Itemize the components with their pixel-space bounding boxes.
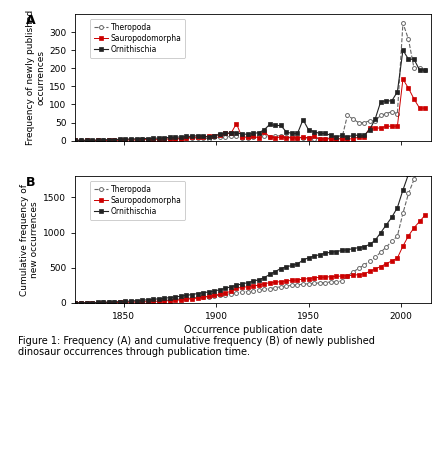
Theropoda	[250, 134, 256, 140]
Ornithischia	[267, 272, 272, 277]
Line: Sauropodomorpha: Sauropodomorpha	[74, 77, 427, 143]
Theropoda	[300, 135, 305, 141]
Text: Figure 1: Frequency (A) and cumulative frequency (B) of newly published
dinosaur: Figure 1: Frequency (A) and cumulative f…	[18, 336, 375, 357]
Ornithischia	[400, 48, 405, 53]
Legend: Theropoda, Sauropodomorpha, Ornithischia: Theropoda, Sauropodomorpha, Ornithischia	[90, 19, 185, 57]
Text: A: A	[26, 14, 36, 27]
Ornithischia	[117, 299, 123, 304]
Sauropodomorpha	[250, 134, 256, 139]
Ornithischia	[117, 137, 123, 142]
Ornithischia	[217, 131, 222, 137]
Theropoda	[73, 300, 78, 306]
Sauropodomorpha	[73, 300, 78, 306]
Sauropodomorpha	[306, 135, 311, 141]
Text: B: B	[26, 176, 35, 189]
Line: Sauropodomorpha: Sauropodomorpha	[74, 213, 427, 305]
Theropoda	[89, 138, 95, 144]
Ornithischia	[73, 300, 78, 306]
Theropoda	[273, 133, 278, 138]
Theropoda	[422, 149, 428, 154]
Theropoda	[123, 137, 128, 143]
Ornithischia	[245, 131, 250, 137]
Ornithischia	[300, 257, 305, 263]
Line: Ornithischia: Ornithischia	[74, 129, 427, 305]
Ornithischia	[267, 122, 272, 127]
Sauropodomorpha	[267, 280, 272, 286]
Line: Theropoda: Theropoda	[74, 150, 427, 305]
Sauropodomorpha	[117, 300, 123, 305]
Y-axis label: Cumulative frequency of
new occurrences: Cumulative frequency of new occurrences	[20, 184, 39, 295]
Theropoda	[306, 135, 311, 141]
Ornithischia	[300, 117, 305, 123]
Theropoda	[245, 289, 250, 295]
Line: Ornithischia: Ornithischia	[74, 48, 427, 142]
Theropoda	[400, 20, 405, 26]
Sauropodomorpha	[422, 212, 428, 218]
Sauropodomorpha	[123, 137, 128, 143]
Sauropodomorpha	[422, 105, 428, 111]
Ornithischia	[422, 128, 428, 134]
Sauropodomorpha	[300, 134, 305, 140]
Theropoda	[117, 299, 123, 305]
Theropoda	[267, 286, 272, 291]
Ornithischia	[295, 261, 300, 267]
Ornithischia	[73, 137, 78, 143]
Theropoda	[222, 134, 228, 140]
Theropoda	[295, 282, 300, 288]
X-axis label: Occurrence publication date: Occurrence publication date	[184, 325, 322, 335]
Sauropodomorpha	[300, 276, 305, 282]
Sauropodomorpha	[78, 138, 83, 144]
Sauropodomorpha	[222, 130, 228, 136]
Theropoda	[217, 293, 222, 298]
Theropoda	[300, 281, 305, 287]
Sauropodomorpha	[217, 291, 222, 297]
Theropoda	[422, 67, 428, 73]
Ornithischia	[422, 67, 428, 73]
Ornithischia	[245, 280, 250, 286]
Ornithischia	[217, 287, 222, 293]
Legend: Theropoda, Sauropodomorpha, Ornithischia: Theropoda, Sauropodomorpha, Ornithischia	[90, 181, 185, 220]
Sauropodomorpha	[273, 135, 278, 141]
Theropoda	[73, 137, 78, 143]
Sauropodomorpha	[295, 277, 300, 283]
Line: Theropoda: Theropoda	[74, 21, 427, 143]
Sauropodomorpha	[245, 284, 250, 289]
Sauropodomorpha	[73, 137, 78, 143]
Sauropodomorpha	[400, 76, 405, 82]
Y-axis label: Frequency of newly published
occurrences: Frequency of newly published occurrences	[26, 10, 45, 145]
Ornithischia	[295, 130, 300, 136]
